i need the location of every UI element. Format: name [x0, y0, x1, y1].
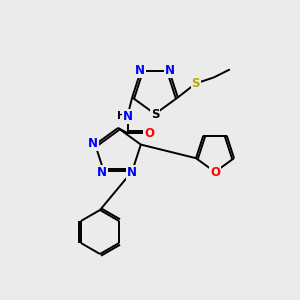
- Text: O: O: [144, 127, 154, 140]
- Text: N: N: [123, 110, 133, 123]
- Text: N: N: [135, 64, 145, 77]
- Text: H: H: [117, 111, 125, 122]
- Text: S: S: [192, 77, 200, 90]
- Text: O: O: [210, 166, 220, 178]
- Text: S: S: [151, 107, 159, 121]
- Text: N: N: [97, 166, 107, 179]
- Text: N: N: [88, 137, 98, 150]
- Text: N: N: [127, 166, 137, 179]
- Text: N: N: [165, 64, 175, 77]
